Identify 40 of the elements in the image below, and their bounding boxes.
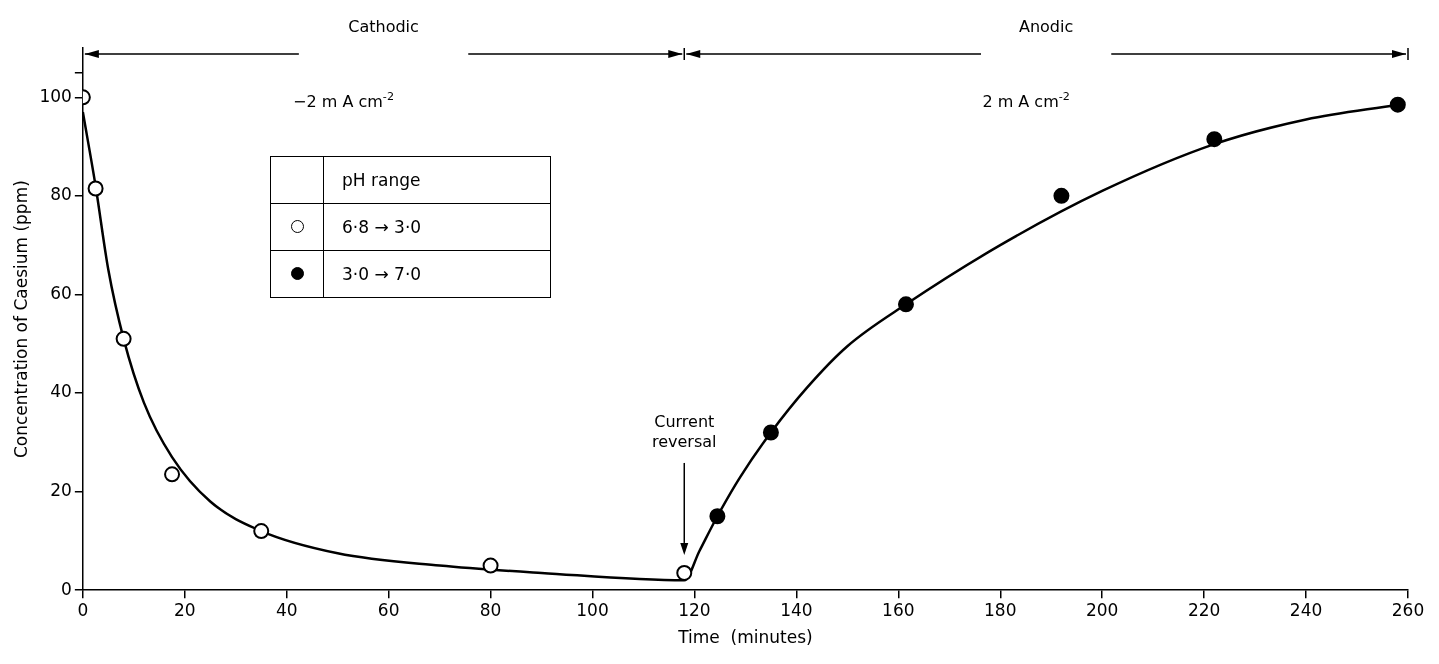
annotation: Current reversal bbox=[651, 412, 717, 452]
point bbox=[482, 557, 499, 574]
point bbox=[1053, 187, 1070, 204]
point bbox=[897, 296, 914, 313]
y-tick-label: 20 bbox=[50, 480, 72, 501]
x-tick-label: 120 bbox=[678, 599, 711, 620]
point bbox=[676, 564, 693, 581]
y-tick-label: 60 bbox=[50, 282, 72, 303]
x-tick-label: 140 bbox=[780, 599, 813, 620]
text: Cathodic bbox=[348, 17, 419, 37]
point bbox=[164, 466, 181, 483]
x-tick-label: 160 bbox=[882, 599, 915, 620]
x-tick-label: 240 bbox=[1289, 599, 1323, 620]
point bbox=[1206, 131, 1223, 148]
x-tick-label: 60 bbox=[377, 599, 400, 620]
x-tick-label: 100 bbox=[576, 599, 609, 620]
y-tick-label: 100 bbox=[39, 85, 72, 106]
point bbox=[709, 508, 726, 525]
point bbox=[762, 424, 779, 441]
y-tick-label: 0 bbox=[61, 578, 72, 599]
x-tick-label: 200 bbox=[1085, 599, 1119, 620]
x-tick-label: 0 bbox=[77, 599, 89, 620]
legend-title: pH range bbox=[323, 156, 551, 204]
x-tick-label: 80 bbox=[479, 599, 502, 620]
y-tick-label: 40 bbox=[50, 381, 72, 402]
x-tick-label: 20 bbox=[173, 599, 196, 620]
x-axis-title: Time (minutes) bbox=[677, 627, 813, 648]
x-tick-label: 180 bbox=[984, 599, 1017, 620]
point bbox=[87, 180, 104, 197]
point bbox=[115, 330, 132, 347]
x-tick-label: 40 bbox=[275, 599, 298, 620]
y-axis-title: Concentration of Caesium (ppm) bbox=[10, 180, 31, 459]
legend-label: 3·0 → 7·0 bbox=[323, 250, 551, 298]
point bbox=[1389, 96, 1406, 113]
x-tick-label: 260 bbox=[1391, 599, 1425, 620]
point bbox=[253, 523, 270, 540]
y-tick-label: 80 bbox=[50, 184, 72, 205]
text: Anodic bbox=[1018, 17, 1074, 37]
legend-label: 6·8 → 3·0 bbox=[323, 203, 551, 251]
x-tick-label: 220 bbox=[1187, 599, 1221, 620]
